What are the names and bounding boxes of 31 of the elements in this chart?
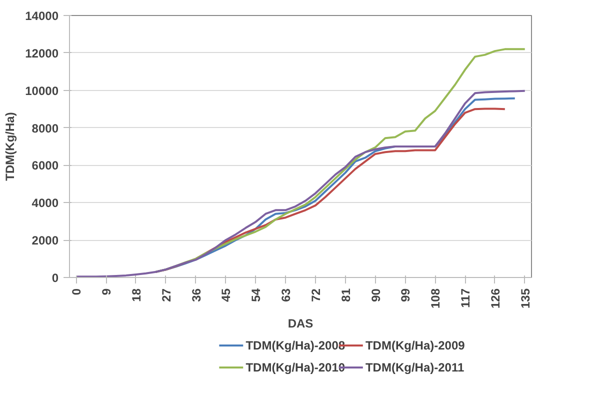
line-series — [75, 90, 526, 278]
x-tick-label: 45 — [219, 288, 234, 302]
legend-label: TDM(Kg/Ha)-2011 — [365, 360, 464, 374]
x-axis-title: DAS — [288, 316, 314, 331]
x-tick-label: 36 — [189, 288, 204, 302]
x-tick-label: 27 — [159, 288, 174, 302]
y-tick-label: 0 — [52, 271, 59, 285]
x-tick-label: 9 — [100, 288, 114, 296]
y-tick-label: 2000 — [32, 234, 59, 248]
x-tick-label: 135 — [518, 288, 532, 309]
x-tick-label: 18 — [129, 288, 144, 302]
legend-label: TDM(Kg/Ha)-2009 — [365, 338, 466, 352]
x-tick-label: 99 — [398, 288, 413, 302]
y-tick-label: 6000 — [32, 158, 59, 173]
x-tick-label: 63 — [279, 288, 294, 302]
x-tick-label: 126 — [488, 288, 502, 309]
x-tick-label: 90 — [368, 288, 383, 302]
y-tick-label: 8000 — [32, 121, 59, 136]
legend-label: TDM(Kg/Ha)-2008 — [246, 338, 346, 352]
x-tick-label: 117 — [458, 288, 473, 308]
y-tick-label: 10000 — [25, 84, 59, 98]
y-tick-label: 4000 — [32, 196, 59, 210]
y-tick-label: 14000 — [25, 9, 59, 23]
legend-label: TDM(Kg/Ha)-2010 — [246, 360, 346, 374]
y-axis-title: TDM(Kg/Ha) — [3, 112, 18, 181]
y-tick-label: 12000 — [25, 46, 59, 60]
x-tick-label: 54 — [249, 288, 264, 302]
x-tick-label: 81 — [338, 288, 353, 302]
x-tick-label: 108 — [428, 288, 443, 309]
x-tick-label: 72 — [308, 288, 323, 302]
x-tick-label: 0 — [70, 288, 84, 296]
